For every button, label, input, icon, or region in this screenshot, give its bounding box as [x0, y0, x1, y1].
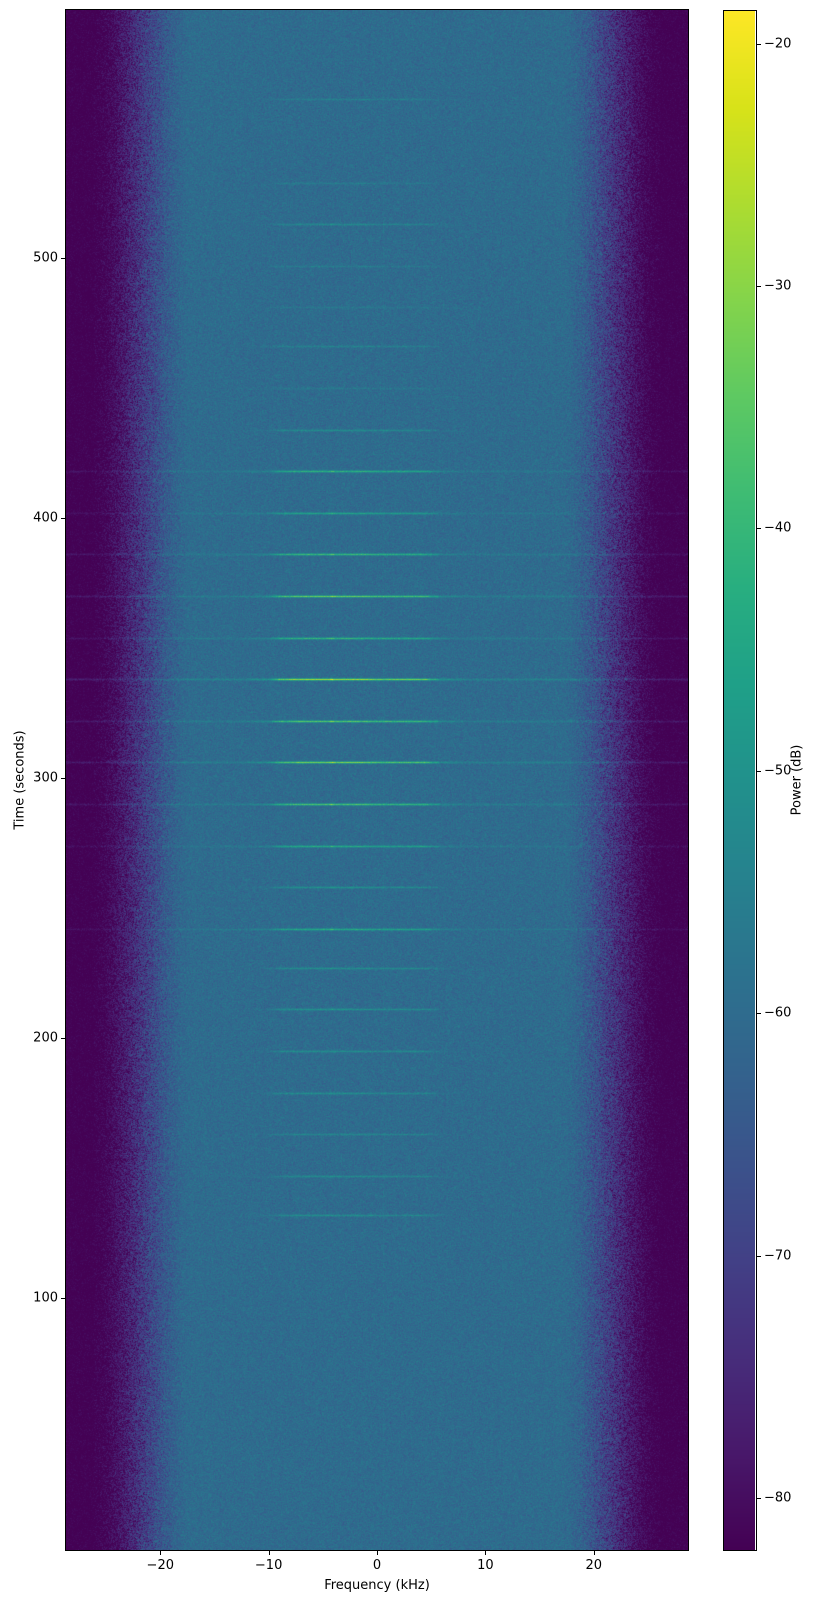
x-tick-label: −20	[146, 1558, 174, 1573]
colorbar-tick-mark	[757, 43, 761, 45]
colorbar-tick-label: −30	[764, 278, 792, 294]
y-tick-mark	[61, 258, 65, 260]
x-tick-label: 10	[477, 1558, 494, 1573]
x-tick-label: 20	[585, 1558, 602, 1573]
colorbar-tick-mark	[757, 1013, 761, 1015]
spectrogram-heatmap	[66, 10, 688, 1550]
y-tick-mark	[61, 518, 65, 520]
colorbar-tick-mark	[757, 286, 761, 288]
colorbar-tick-label: −40	[764, 520, 792, 536]
y-tick-label: 100	[33, 1290, 58, 1306]
y-tick-label: 500	[33, 250, 58, 266]
y-tick-label: 400	[33, 510, 58, 526]
colorbar-label: Power (dB)	[789, 744, 805, 816]
x-tick-mark	[268, 1551, 270, 1555]
colorbar-tick-mark	[757, 1497, 761, 1499]
colorbar-tick-label: −20	[764, 36, 792, 52]
colorbar-tick-mark	[757, 770, 761, 772]
y-tick-label: 300	[33, 770, 58, 786]
colorbar-tick-label: −60	[764, 1005, 792, 1021]
y-axis-label: Time (seconds)	[12, 730, 28, 830]
x-tick-mark	[593, 1551, 595, 1555]
x-tick-mark	[160, 1551, 162, 1555]
y-tick-mark	[61, 1298, 65, 1300]
colorbar-tick-mark	[757, 528, 761, 530]
colorbar-tick-label: −70	[764, 1248, 792, 1264]
colorbar-tick-mark	[757, 1255, 761, 1257]
colorbar-tick-label: −50	[764, 763, 792, 779]
x-tick-label: 0	[372, 1558, 382, 1573]
x-tick-label: −10	[254, 1558, 283, 1573]
colorbar-gradient	[724, 11, 755, 1550]
x-tick-mark	[377, 1551, 378, 1555]
y-tick-mark	[61, 1038, 65, 1040]
x-tick-mark	[485, 1551, 487, 1555]
colorbar-tick-label: −80	[764, 1490, 792, 1506]
y-tick-label: 200	[33, 1030, 58, 1046]
x-axis-label: Frequency (kHz)	[324, 1578, 430, 1593]
y-tick-mark	[61, 778, 65, 780]
